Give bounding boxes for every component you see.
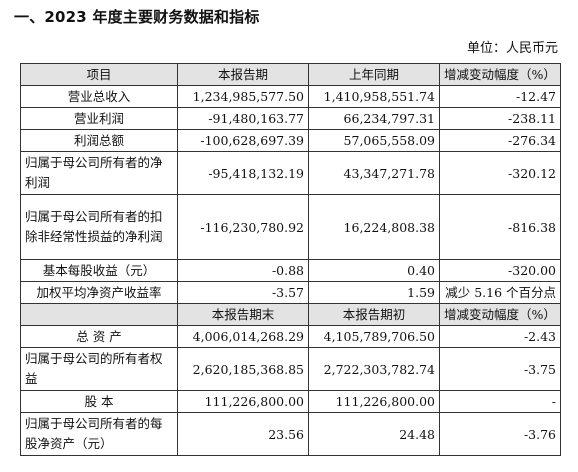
cell-current: 23.56	[177, 412, 309, 456]
cell-current: -0.88	[177, 259, 309, 282]
cell-prior: 43,347,271.78	[308, 151, 440, 195]
cell-prior: 57,065,558.09	[308, 129, 440, 152]
cell-prior: 1.59	[308, 281, 440, 304]
table-header-row: 项目 本报告期 上年同期 增减变动幅度（%）	[20, 63, 561, 86]
cell-change: -276.34	[439, 129, 561, 152]
cell-change: -3.75	[439, 347, 561, 391]
row-label: 归属于母公司所有者的扣除非经常性损益的净利润	[20, 194, 178, 260]
cell-change: -12.47	[439, 85, 561, 108]
header-prior-period: 上年同期	[308, 63, 440, 86]
cell-current: 4,006,014,268.29	[177, 325, 309, 348]
cell-change: -320.00	[439, 259, 561, 282]
row-label: 股 本	[20, 390, 178, 413]
cell-current: 2,620,185,368.85	[177, 347, 309, 391]
cell-current: -95,418,132.19	[177, 151, 309, 195]
cell-prior: 4,105,789,706.50	[308, 325, 440, 348]
table-row: 归属于母公司所有者的净利润 -95,418,132.19 43,347,271.…	[20, 151, 561, 195]
table-subheader-row: 本报告期末 本报告期初 增减变动幅度（%）	[20, 303, 561, 326]
cell-prior: 0.40	[308, 259, 440, 282]
cell-change: -2.43	[439, 325, 561, 348]
header-period-start: 本报告期初	[308, 303, 440, 326]
row-label: 归属于母公司所有者的每股净资产（元）	[20, 412, 178, 456]
row-label: 基本每股收益（元）	[20, 259, 178, 282]
header-change: 增减变动幅度（%）	[439, 63, 561, 86]
cell-change: 减少 5.16 个百分点	[439, 281, 561, 304]
header-period-end: 本报告期末	[177, 303, 309, 326]
cell-current: -91,480,163.77	[177, 107, 309, 130]
header-current-period: 本报告期	[177, 63, 309, 86]
financial-data-table: 项目 本报告期 上年同期 增减变动幅度（%） 营业总收入 1,234,985,5…	[20, 63, 561, 456]
row-label: 归属于母公司的所有者权益	[20, 347, 178, 391]
row-label: 利润总额	[20, 129, 178, 152]
cell-change: -3.76	[439, 412, 561, 456]
cell-current: 1,234,985,577.50	[177, 85, 309, 108]
table-row: 股 本 111,226,800.00 111,226,800.00 -	[20, 390, 561, 413]
cell-change: -320.12	[439, 151, 561, 195]
table-row: 基本每股收益（元） -0.88 0.40 -320.00	[20, 259, 561, 282]
cell-change: -816.38	[439, 194, 561, 260]
cell-current: 111,226,800.00	[177, 390, 309, 413]
cell-prior: 16,224,808.38	[308, 194, 440, 260]
cell-change: -	[439, 390, 561, 413]
table-row: 总 资 产 4,006,014,268.29 4,105,789,706.50 …	[20, 325, 561, 348]
table-row: 归属于母公司的所有者权益 2,620,185,368.85 2,722,303,…	[20, 347, 561, 391]
section-title: 一、2023 年度主要财务数据和指标	[14, 8, 260, 26]
header-empty	[20, 303, 178, 326]
header-change: 增减变动幅度（%）	[439, 303, 561, 326]
table-row: 归属于母公司所有者的扣除非经常性损益的净利润 -116,230,780.92 1…	[20, 194, 561, 260]
table-row: 加权平均净资产收益率 -3.57 1.59 减少 5.16 个百分点	[20, 281, 561, 304]
row-label: 营业利润	[20, 107, 178, 130]
table-row: 营业利润 -91,480,163.77 66,234,797.31 -238.1…	[20, 107, 561, 130]
cell-prior: 1,410,958,551.74	[308, 85, 440, 108]
cell-change: -238.11	[439, 107, 561, 130]
cell-current: -3.57	[177, 281, 309, 304]
unit-label: 单位：人民币元	[466, 41, 558, 56]
cell-current: -100,628,697.39	[177, 129, 309, 152]
cell-current: -116,230,780.92	[177, 194, 309, 260]
cell-prior: 2,722,303,782.74	[308, 347, 440, 391]
row-label: 营业总收入	[20, 85, 178, 108]
header-item: 项目	[20, 63, 178, 86]
row-label: 总 资 产	[20, 325, 178, 348]
cell-prior: 66,234,797.31	[308, 107, 440, 130]
table-row: 归属于母公司所有者的每股净资产（元） 23.56 24.48 -3.76	[20, 412, 561, 456]
cell-prior: 111,226,800.00	[308, 390, 440, 413]
row-label: 加权平均净资产收益率	[20, 281, 178, 304]
cell-prior: 24.48	[308, 412, 440, 456]
table-row: 营业总收入 1,234,985,577.50 1,410,958,551.74 …	[20, 85, 561, 108]
table-row: 利润总额 -100,628,697.39 57,065,558.09 -276.…	[20, 129, 561, 152]
row-label: 归属于母公司所有者的净利润	[20, 151, 178, 195]
